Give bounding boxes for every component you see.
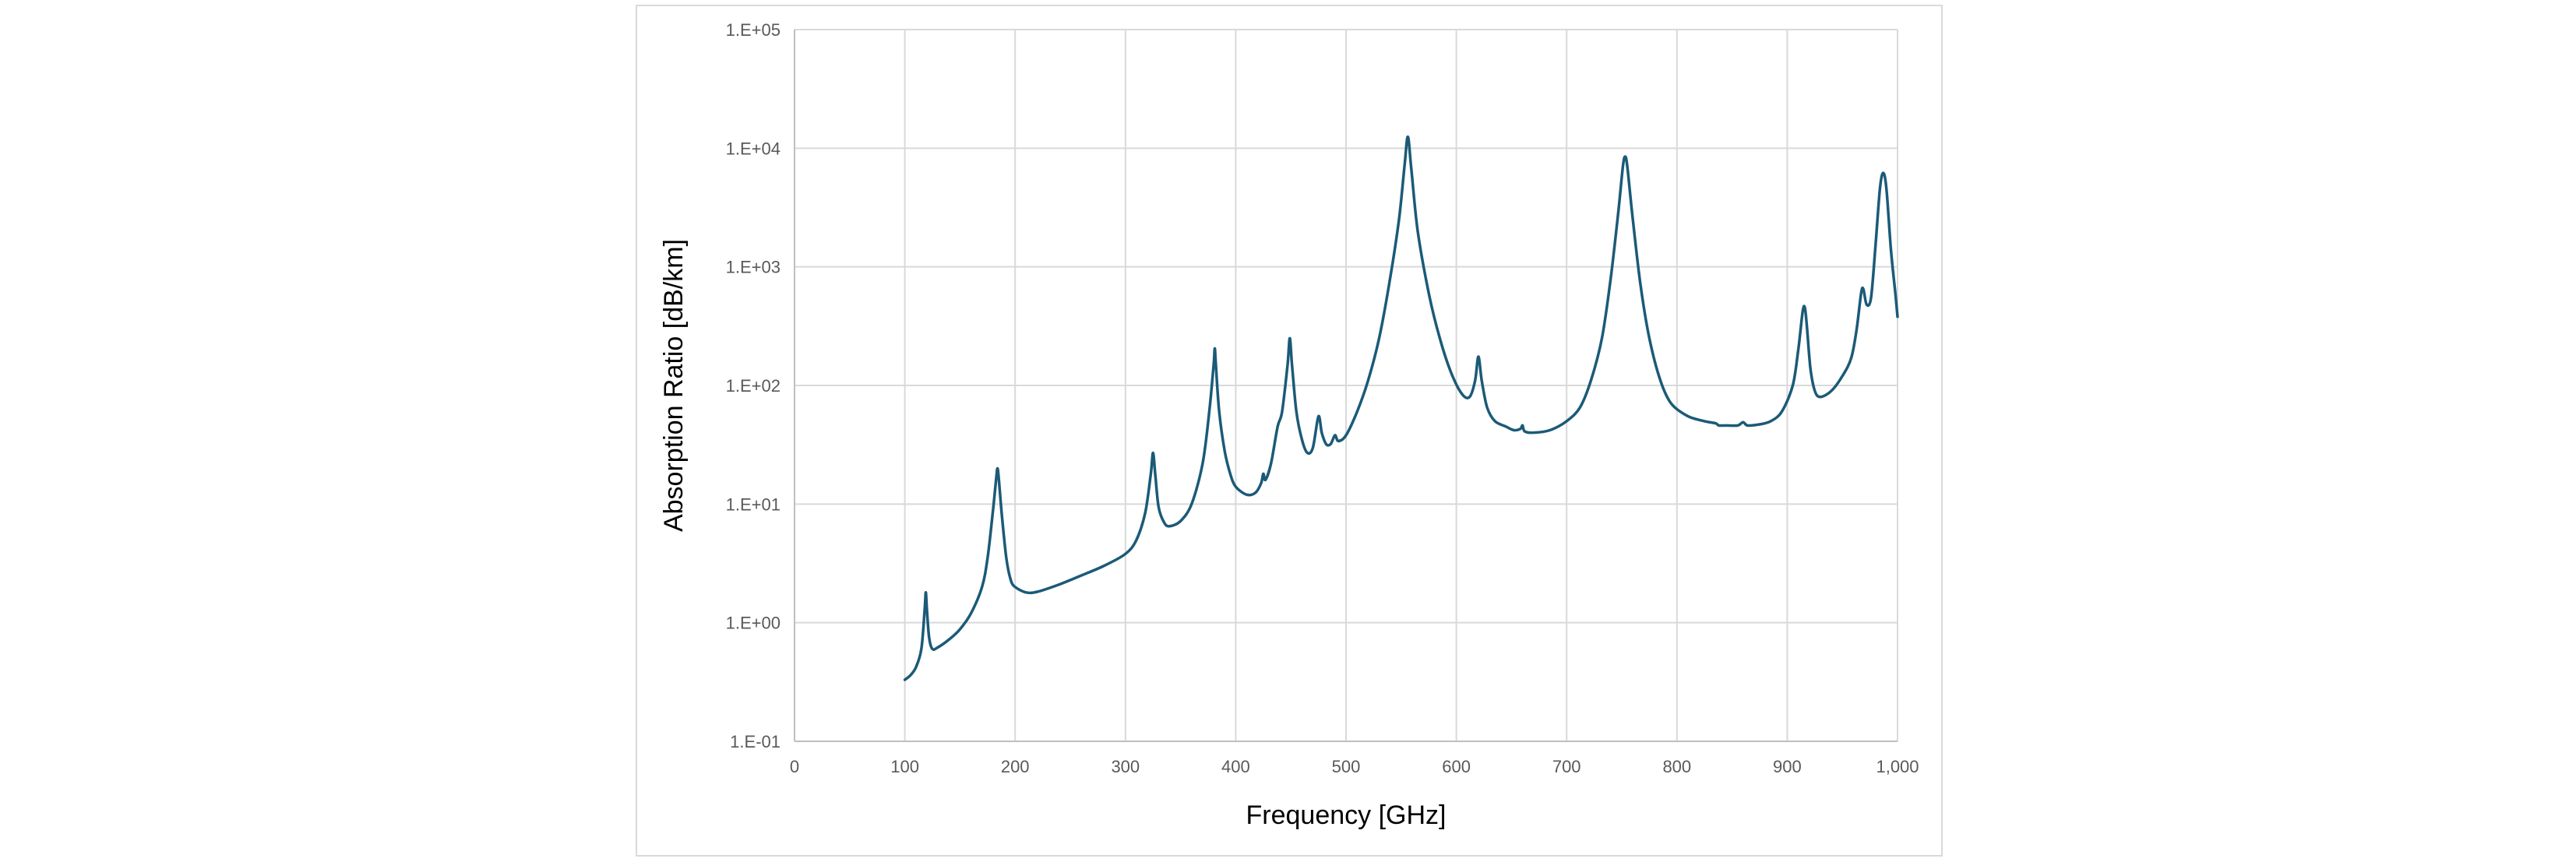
x-tick-label: 800 [1662, 757, 1691, 776]
x-tick-label: 900 [1773, 757, 1802, 776]
x-axis-title: Frequency [GHz] [1246, 800, 1447, 830]
y-tick-label: 1.E+05 [726, 20, 781, 40]
y-tick-labels: 1.E-01 1.E+00 1.E+01 1.E+02 1.E+03 1.E+04 1.E+… [726, 20, 781, 751]
series-layer [903, 135, 1899, 681]
x-tick-label: 700 [1552, 757, 1581, 776]
y-tick-label: 1.E+04 [726, 139, 781, 158]
y-tick-label: 1.E+00 [726, 614, 781, 633]
axes [794, 30, 1898, 742]
x-tick-label: 500 [1332, 757, 1361, 776]
chart-svg: 0 100 200 300 400 500 600 700 800 900 1,000 1.E-01… [659, 20, 1919, 830]
chart-container: 0 100 200 300 400 500 600 700 800 900 1,000 1.E-01… [636, 5, 1943, 857]
x-tick-label: 1,000 [1876, 757, 1919, 776]
x-tick-labels: 0 100 200 300 400 500 600 700 800 900 1,000 [790, 757, 1919, 776]
x-tick-label: 300 [1111, 757, 1140, 776]
grid-lines [795, 29, 1898, 741]
x-tick-label: 200 [1001, 757, 1030, 776]
y-tick-label: 1.E-01 [730, 732, 781, 751]
y-axis-title: Absorption Ratio [dB/km] [659, 239, 689, 532]
x-tick-label: 0 [790, 757, 799, 776]
series-line [903, 135, 1899, 681]
y-tick-label: 1.E+01 [726, 494, 781, 514]
x-tick-label: 400 [1221, 757, 1250, 776]
x-tick-label: 600 [1442, 757, 1471, 776]
y-tick-label: 1.E+03 [726, 258, 781, 277]
x-tick-label: 100 [890, 757, 919, 776]
y-tick-label: 1.E+02 [726, 376, 781, 396]
